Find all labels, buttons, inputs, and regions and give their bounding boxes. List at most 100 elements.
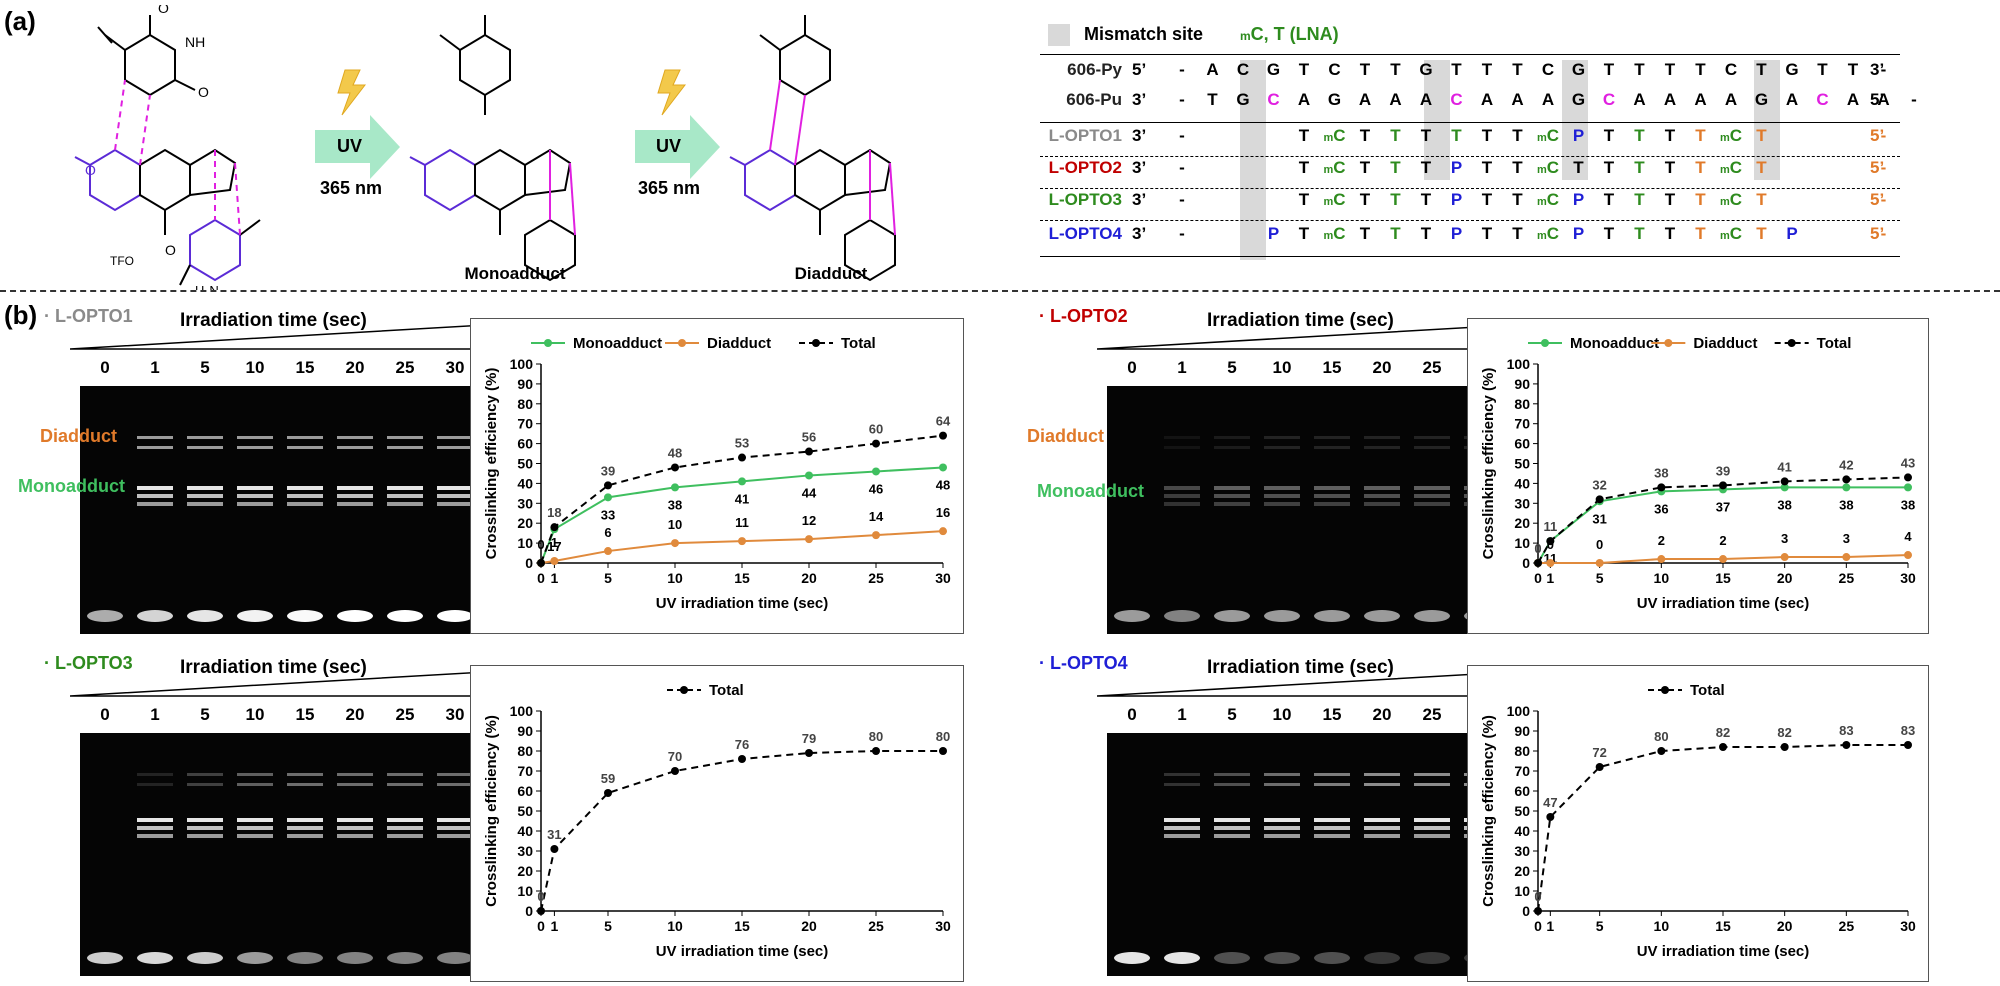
gel-lane-label: 5 <box>1227 358 1237 377</box>
irradiation-wedge <box>70 671 486 697</box>
gel-band-diadduct <box>337 783 373 786</box>
sequence-base: T <box>1817 60 1828 79</box>
x-tick-label: 20 <box>801 570 817 586</box>
gel-band-diadduct <box>387 446 423 449</box>
gel-band-monoadduct <box>187 494 223 498</box>
gel-band-monoadduct <box>387 502 423 506</box>
sequence-base: C <box>1450 90 1463 109</box>
subpanel-l-opto4: · L-OPTO4 Irradiation time (sec) 0 1 5 10 15 20… <box>1039 645 2000 982</box>
y-tick-label: 90 <box>1514 723 1530 739</box>
data-point <box>1780 553 1789 562</box>
gel-band-diadduct <box>1364 436 1400 439</box>
sequence-base: T <box>1603 126 1615 145</box>
sequence-base: T <box>1359 158 1371 177</box>
gel-band-free <box>237 952 273 964</box>
data-label: 43 <box>1901 455 1915 470</box>
legend-marker <box>812 339 820 347</box>
y-tick-label: 90 <box>517 376 533 392</box>
data-label: 2 <box>1658 533 1665 548</box>
x-tick-label: 10 <box>667 918 683 934</box>
sequence-base: A <box>1206 60 1219 79</box>
data-point <box>537 559 545 567</box>
data-label: 4 <box>1904 529 1912 544</box>
gel-lane-label: 15 <box>295 705 315 724</box>
sequence-base: P <box>1450 190 1463 209</box>
gel-band-monoadduct <box>1214 826 1250 830</box>
gel-band-monoadduct <box>1364 494 1400 498</box>
sequence-base: T <box>1298 158 1310 177</box>
gel-band-monoadduct <box>287 834 323 838</box>
data-point <box>805 447 813 456</box>
y-tick-label: 0 <box>1522 555 1530 571</box>
sequence-end-right: 5’ <box>1870 224 1885 243</box>
sequence-base: T <box>1420 126 1432 145</box>
y-tick-label: 80 <box>517 396 533 412</box>
sequence-name: L-OPTO4 <box>1048 224 1122 243</box>
gel-band-monoadduct <box>1264 494 1300 498</box>
x-axis-label: UV irradiation time (sec) <box>1637 943 1810 960</box>
sequence-base: T <box>1481 190 1493 209</box>
data-point <box>604 493 612 502</box>
sequence-base: mC <box>1536 190 1560 209</box>
data-point <box>939 527 947 536</box>
data-point <box>805 471 813 480</box>
gel-band-monoadduct <box>1414 494 1450 498</box>
sequence-end-left: 3’ <box>1132 158 1147 177</box>
data-label: 0 <box>1534 889 1541 904</box>
data-label: 59 <box>601 771 615 786</box>
x-tick-label: 20 <box>801 918 817 934</box>
data-point <box>671 483 679 492</box>
svg-text:O: O <box>198 84 209 100</box>
y-tick-label: 20 <box>1514 515 1530 531</box>
data-point <box>1534 559 1542 567</box>
legend-marker <box>544 339 552 347</box>
svg-text:NH: NH <box>185 34 205 50</box>
gel-band-monoadduct <box>1264 826 1300 830</box>
sequence-base: T <box>1756 224 1767 243</box>
gel-band-monoadduct <box>437 494 473 498</box>
x-tick-label: 1 <box>551 570 559 586</box>
sequence-base: - <box>1880 60 1887 79</box>
gel-lane-label: 15 <box>295 358 315 377</box>
data-point <box>1780 483 1789 492</box>
sequence-base: - <box>1880 224 1887 243</box>
sequence-base: A <box>1297 90 1311 109</box>
sequence-base: T <box>1695 158 1706 177</box>
x-tick-label: 1 <box>551 918 559 934</box>
panel-separator <box>0 290 2000 292</box>
lna-legend-label: mC, T (LNA) <box>1240 24 1339 44</box>
data-label: 82 <box>1716 725 1730 740</box>
x-tick-label: 0 <box>1534 570 1542 586</box>
sequence-base: G <box>1236 90 1250 109</box>
gel-band-diadduct <box>1414 783 1450 786</box>
sequence-base: - <box>1911 90 1917 109</box>
data-point <box>671 539 679 548</box>
gel-lane-label: 30 <box>445 705 465 724</box>
y-tick-label: 60 <box>517 783 533 799</box>
data-label: 38 <box>1901 497 1915 512</box>
gel-band-diadduct <box>1214 446 1250 449</box>
gel-band-diadduct <box>437 446 473 449</box>
svg-text:TFO: TFO <box>110 254 134 268</box>
gel-band-free <box>1164 610 1200 622</box>
sequence-end-left: 3’ <box>1132 90 1147 109</box>
series-line <box>540 434 944 564</box>
data-label: 48 <box>936 477 950 492</box>
gel-band-monoadduct <box>137 486 173 490</box>
gel-lane-label: 10 <box>245 705 265 724</box>
gel-band-diadduct <box>1264 773 1300 776</box>
sequence-base: T <box>1298 60 1310 79</box>
gel-image <box>80 733 480 976</box>
gel-band-free <box>387 952 423 964</box>
sequence-name: L-OPTO3 <box>1048 190 1122 209</box>
gel-lane-label: 5 <box>200 358 210 377</box>
data-label: 60 <box>869 422 883 437</box>
y-tick-label: 50 <box>517 456 533 472</box>
uv-arrow <box>315 115 400 179</box>
sequence-base: T <box>1390 158 1401 177</box>
gel-band-free <box>1114 952 1150 964</box>
sequence-base: T <box>1481 224 1493 243</box>
sequence-base: T <box>1481 126 1493 145</box>
sequence-base: P <box>1450 224 1463 243</box>
x-axis-label: UV irradiation time (sec) <box>1637 595 1810 612</box>
